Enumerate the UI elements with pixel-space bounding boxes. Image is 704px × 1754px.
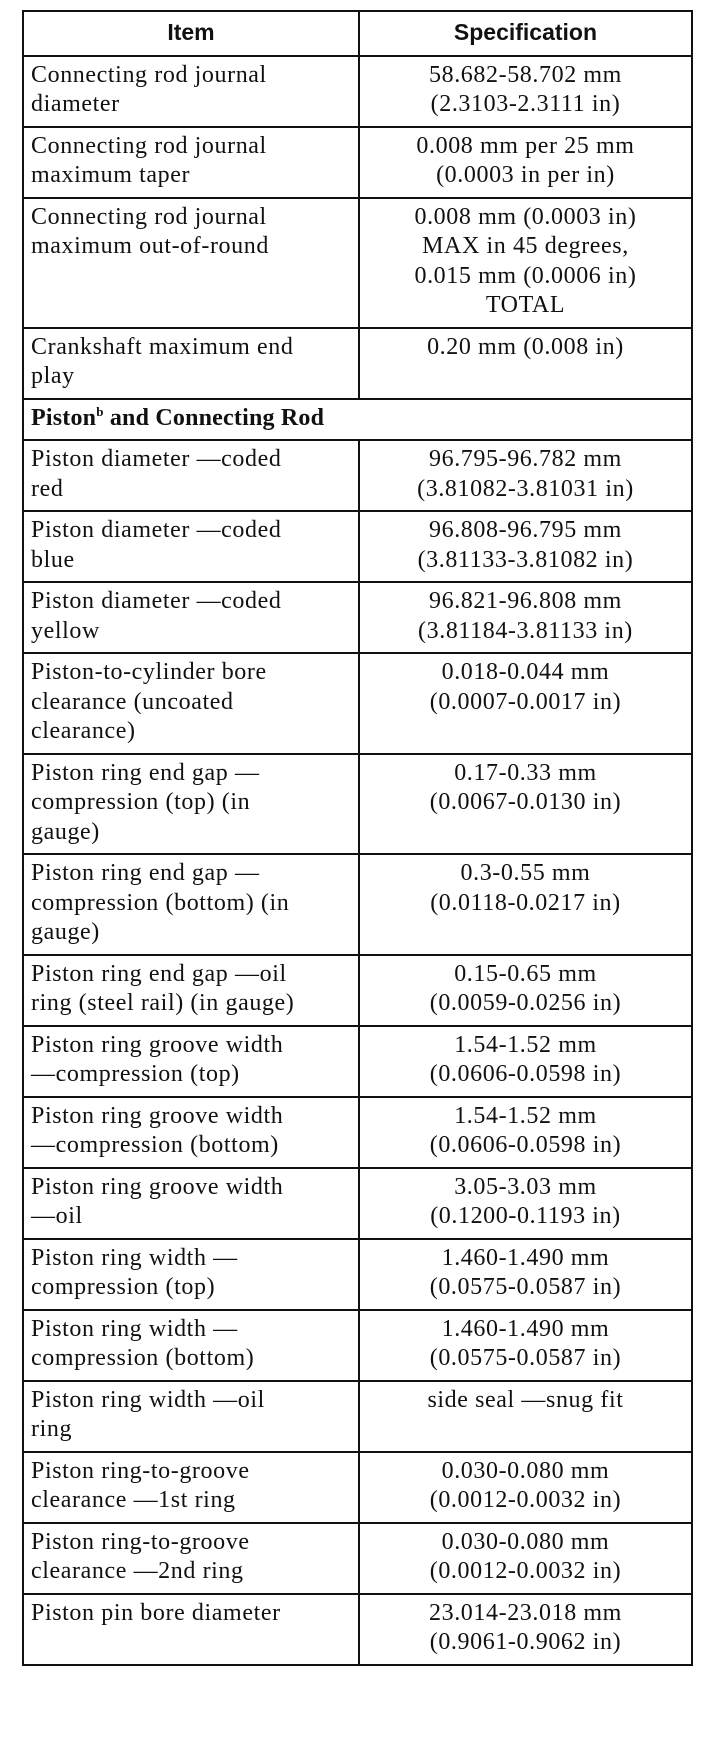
spec-cell: 23.014-23.018 mm (0.9061-0.9062 in) [357, 1592, 694, 1666]
spec-cell: 3.05-3.03 mm (0.1200-0.1193 in) [357, 1166, 694, 1240]
header-item: Item [22, 10, 360, 57]
spec-cell: 1.54-1.52 mm (0.0606-0.0598 in) [357, 1024, 694, 1098]
table-row: Piston diameter —coded red 96.795-96.782 … [22, 439, 694, 512]
spec-cell: 58.682-58.702 mm (2.3103-2.3111 in) [357, 54, 694, 128]
table-row: Crankshaft maximum end play 0.20 mm (0.00… [22, 326, 694, 400]
section-title-end: and Connecting Rod [103, 404, 325, 431]
table-row: Piston ring end gap — compression (botto… [22, 853, 694, 956]
section-title: Pistonb and Connecting Rod [22, 397, 693, 441]
item-cell: Piston ring end gap — compression (botto… [22, 853, 360, 956]
spec-cell: 96.821-96.808 mm (3.81184-3.81133 in) [357, 581, 694, 654]
item-cell: Piston diameter —coded blue [22, 510, 360, 583]
specification-table: Item Specification Connecting rod journa… [22, 10, 694, 1666]
item-cell: Piston ring width — compression (top) [22, 1237, 360, 1311]
item-cell: Piston diameter —coded yellow [22, 581, 360, 654]
spec-cell: 0.15-0.65 mm (0.0059-0.0256 in) [357, 953, 694, 1027]
item-cell: Connecting rod journal diameter [22, 54, 360, 128]
table-row: Connecting rod journal maximum taper 0.00… [22, 125, 694, 199]
spec-cell: 1.54-1.52 mm (0.0606-0.0598 in) [357, 1095, 694, 1169]
item-cell: Connecting rod journal maximum out-of-ro… [22, 196, 360, 329]
spec-cell: 96.795-96.782 mm (3.81082-3.81031 in) [357, 439, 694, 512]
header-specification: Specification [357, 10, 694, 57]
footnote-marker: b [96, 403, 104, 419]
table-row: Piston diameter —coded blue 96.808-96.795… [22, 510, 694, 583]
table-row: Piston ring width —oil ring side seal —sn… [22, 1379, 694, 1453]
item-cell: Connecting rod journal maximum taper [22, 125, 360, 199]
item-cell: Piston ring width —oil ring [22, 1379, 360, 1453]
item-cell: Piston-to-cylinder bore clearance (uncoa… [22, 652, 360, 755]
spec-cell: 0.030-0.080 mm (0.0012-0.0032 in) [357, 1521, 694, 1595]
table-row: Piston ring width — compression (bottom)… [22, 1308, 694, 1382]
table-row: Piston ring groove width —compression (b… [22, 1095, 694, 1169]
table-row: Piston ring-to-groove clearance —2nd rin… [22, 1521, 694, 1595]
spec-cell: 1.460-1.490 mm (0.0575-0.0587 in) [357, 1308, 694, 1382]
spec-cell: side seal —snug fit [357, 1379, 694, 1453]
table-row: Piston pin bore diameter 23.014-23.018 mm… [22, 1592, 694, 1666]
section-row: Pistonb and Connecting Rod [22, 397, 693, 441]
item-cell: Piston ring groove width —compression (t… [22, 1024, 360, 1098]
spec-cell: 0.018-0.044 mm (0.0007-0.0017 in) [357, 652, 694, 755]
table-row: Piston ring groove width —compression (t… [22, 1024, 694, 1098]
table-row: Connecting rod journal diameter 58.682-58… [22, 54, 694, 128]
table-row: Piston ring groove width —oil 3.05-3.03 m… [22, 1166, 694, 1240]
item-cell: Piston ring-to-groove clearance —2nd rin… [22, 1521, 360, 1595]
item-cell: Piston ring groove width —oil [22, 1166, 360, 1240]
item-cell: Piston diameter —coded red [22, 439, 360, 512]
item-cell: Piston pin bore diameter [22, 1592, 360, 1666]
spec-cell: 1.460-1.490 mm (0.0575-0.0587 in) [357, 1237, 694, 1311]
item-cell: Piston ring groove width —compression (b… [22, 1095, 360, 1169]
header-row: Item Specification [22, 10, 694, 57]
spec-cell: 0.030-0.080 mm (0.0012-0.0032 in) [357, 1450, 694, 1524]
table-row: Piston ring end gap — compression (top) … [22, 752, 694, 855]
spec-cell: 0.17-0.33 mm (0.0067-0.0130 in) [357, 752, 694, 855]
table-row: Piston ring-to-groove clearance —1st rin… [22, 1450, 694, 1524]
table-row: Piston ring end gap —oil ring (steel rai… [22, 953, 694, 1027]
table-row: Piston ring width — compression (top) 1.4… [22, 1237, 694, 1311]
item-cell: Piston ring-to-groove clearance —1st rin… [22, 1450, 360, 1524]
table-row: Piston-to-cylinder bore clearance (uncoa… [22, 652, 694, 755]
section-title-start: Piston [31, 404, 97, 431]
table-row: Connecting rod journal maximum out-of-ro… [22, 196, 694, 329]
item-cell: Piston ring end gap — compression (top) … [22, 752, 360, 855]
item-cell: Piston ring end gap —oil ring (steel rai… [22, 953, 360, 1027]
spec-cell: 0.008 mm per 25 mm (0.0003 in per in) [357, 125, 694, 199]
table-row: Piston diameter —coded yellow 96.821-96.8… [22, 581, 694, 654]
item-cell: Piston ring width — compression (bottom) [22, 1308, 360, 1382]
item-cell: Crankshaft maximum end play [22, 326, 360, 400]
spec-cell: 0.3-0.55 mm (0.0118-0.0217 in) [357, 853, 694, 956]
spec-cell: 96.808-96.795 mm (3.81133-3.81082 in) [357, 510, 694, 583]
spec-cell: 0.008 mm (0.0003 in) MAX in 45 degrees, … [357, 196, 694, 329]
spec-cell: 0.20 mm (0.008 in) [357, 326, 694, 400]
